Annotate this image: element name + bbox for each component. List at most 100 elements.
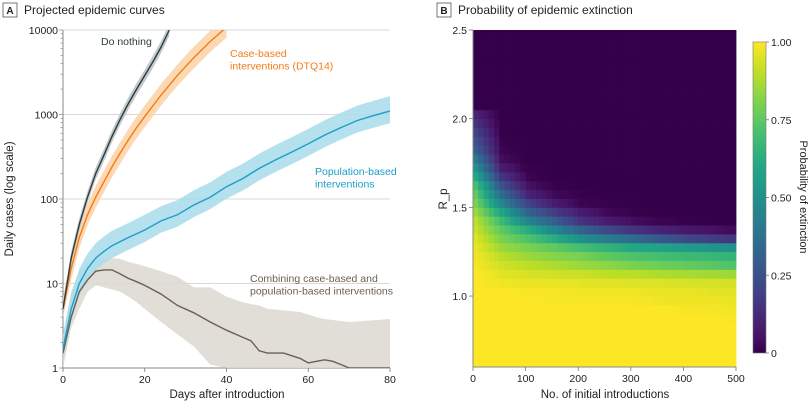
heatmap-cell [578, 92, 584, 102]
heatmap-cell [709, 287, 716, 297]
heatmap-cell [730, 260, 737, 270]
heatmap-cell [567, 189, 574, 199]
y-tick-label: 1.0 [452, 291, 467, 303]
heatmap-cell [530, 216, 537, 226]
heatmap-cell [583, 180, 590, 191]
heatmap-cell [509, 198, 516, 208]
heatmap-cell [625, 225, 632, 235]
panel-a-label: A [6, 6, 13, 17]
heatmap-cell [494, 322, 500, 332]
heatmap-cell [583, 127, 590, 137]
heatmap-cell [530, 163, 537, 173]
heatmap-cell [483, 198, 490, 208]
heatmap-cell [699, 180, 705, 191]
heatmap-cell [578, 340, 584, 350]
heatmap-cell [551, 180, 558, 191]
heatmap-cell [515, 225, 521, 235]
heatmap-cell [483, 136, 490, 146]
heatmap-cell [499, 30, 505, 40]
heatmap-cell [667, 38, 674, 49]
heatmap-cell [699, 349, 705, 359]
heatmap-cell [730, 30, 737, 40]
heatmap-cell [620, 30, 626, 40]
heatmap-cell [583, 154, 590, 164]
heatmap-cell [488, 349, 495, 359]
heatmap-cell [578, 349, 584, 359]
heatmap-cell [583, 136, 590, 146]
heatmap-cell [488, 189, 495, 199]
heatmap-cell [494, 30, 500, 40]
heatmap-cell [678, 136, 684, 146]
heatmap-cell [541, 56, 548, 66]
heatmap-cell [499, 154, 505, 164]
heatmap-cell [630, 358, 637, 368]
colorbar-tick-label: 0 [771, 348, 777, 360]
heatmap-cell [525, 47, 532, 58]
heatmap-cell [693, 92, 700, 102]
heatmap-cell [725, 136, 732, 146]
heatmap-cell [667, 313, 674, 324]
heatmap-cell [494, 198, 500, 208]
heatmap-cell [636, 92, 642, 102]
heatmap-cell [604, 278, 611, 288]
heatmap-cell [499, 225, 505, 235]
heatmap-cell [615, 296, 621, 306]
heatmap-cell [546, 313, 553, 324]
heatmap-cell [714, 358, 721, 368]
heatmap-cell [494, 171, 500, 182]
heatmap-cell [672, 251, 679, 261]
heatmap-cell [678, 154, 684, 164]
heatmap-cell [683, 225, 690, 235]
heatmap-cell [557, 233, 563, 244]
heatmap-cell [625, 340, 632, 350]
heatmap-cell [714, 322, 721, 332]
heatmap-cell [646, 207, 653, 217]
heatmap-cell [693, 198, 700, 208]
heatmap-cell [615, 118, 621, 128]
heatmap-cell [583, 171, 590, 182]
heatmap-cell [599, 260, 605, 270]
heatmap-cell [488, 269, 495, 279]
heatmap-cell [615, 180, 621, 191]
heatmap-cell [730, 47, 737, 58]
heatmap-cell [541, 313, 548, 324]
heatmap-cell [725, 163, 732, 173]
heatmap-cell [572, 331, 579, 341]
heatmap-cell [504, 109, 511, 120]
heatmap-cell [478, 171, 484, 182]
heatmap-cell [657, 225, 663, 235]
heatmap-cell [662, 251, 669, 261]
heatmap-cell [541, 322, 548, 332]
heatmap-cell [536, 109, 542, 120]
heatmap-cell [551, 260, 558, 270]
heatmap-cell [636, 30, 642, 40]
heatmap-cell [636, 100, 642, 111]
heatmap-cell [683, 154, 690, 164]
heatmap-cell [572, 171, 579, 182]
heatmap-cell [509, 74, 516, 84]
heatmap-cell [515, 163, 521, 173]
heatmap-cell [620, 269, 626, 279]
heatmap-cell [509, 216, 516, 226]
heatmap-cell [662, 349, 669, 359]
heatmap-cell [646, 109, 653, 120]
panel-b-ylabel: R_p [438, 188, 450, 209]
heatmap-cell [704, 358, 711, 368]
heatmap-cell [494, 92, 500, 102]
heatmap-cell [593, 216, 600, 226]
heatmap-cell [583, 278, 590, 288]
x-tick-label: 200 [569, 373, 587, 385]
heatmap-cell [541, 127, 548, 137]
heatmap-cell [567, 304, 574, 315]
heatmap-cell [504, 118, 511, 128]
colorbar-tick-label: 0.50 [771, 193, 792, 205]
heatmap-cell [609, 198, 616, 208]
heatmap-cell [678, 38, 684, 49]
heatmap-cell [693, 233, 700, 244]
heatmap-cell [630, 278, 637, 288]
heatmap-cell [604, 340, 611, 350]
heatmap-cell [604, 189, 611, 199]
series-line-0 [63, 30, 170, 310]
heatmap-cell [714, 287, 721, 297]
heatmap-cell [488, 207, 495, 217]
